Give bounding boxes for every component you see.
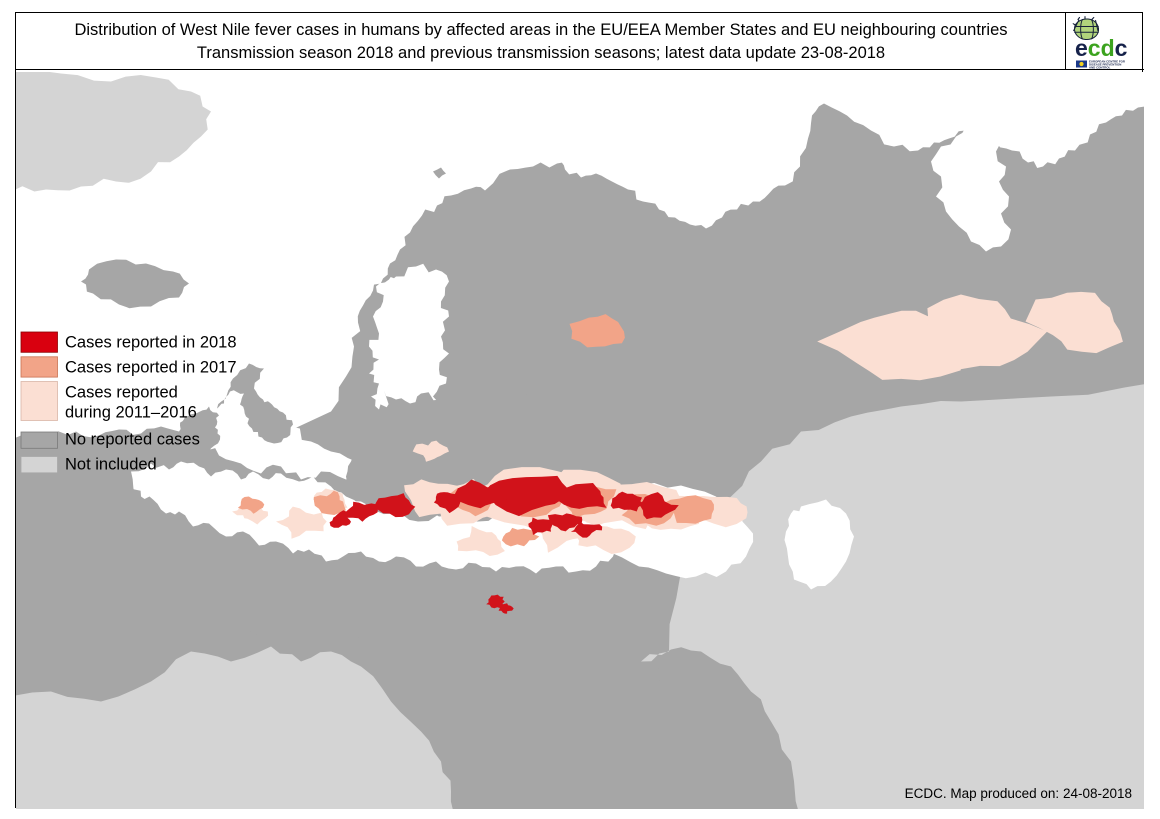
svg-text:Cases reported in 2018: Cases reported in 2018 bbox=[65, 333, 237, 351]
svg-text:Not included: Not included bbox=[65, 455, 157, 473]
svg-text:AND CONTROL: AND CONTROL bbox=[1089, 65, 1111, 69]
svg-text:Cases reported in 2017: Cases reported in 2017 bbox=[65, 358, 237, 376]
svg-text:ecdc: ecdc bbox=[1075, 35, 1128, 61]
svg-text:during 2011–2016: during 2011–2016 bbox=[65, 403, 197, 421]
svg-text:Cases reported: Cases reported bbox=[65, 383, 178, 401]
svg-text:No reported cases: No reported cases bbox=[65, 430, 200, 448]
